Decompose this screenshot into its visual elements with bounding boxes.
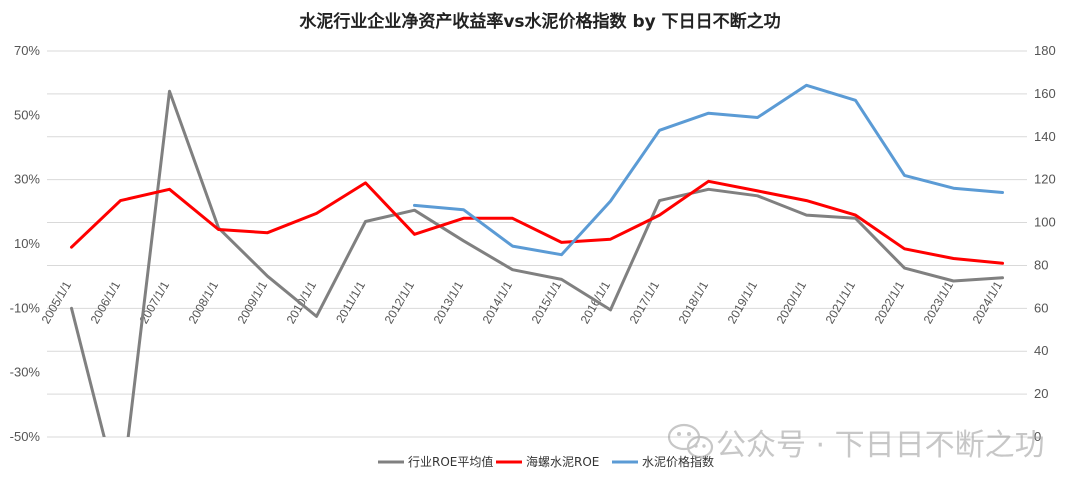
watermark: 公众号 · 下日日不断之功 <box>667 423 1045 463</box>
y-right-tick-label: 160 <box>1034 86 1056 101</box>
legend-label: 行业ROE平均值 <box>408 454 493 469</box>
x-tick-label: 2008/1/1 <box>186 278 222 326</box>
chart-title: 水泥行业企业净资产收益率vs水泥价格指数 by 下日日不断之功 <box>299 11 780 32</box>
y-left-tick-label: 70% <box>14 43 40 58</box>
y-right-tick-label: 80 <box>1034 257 1048 272</box>
y-axis-left: 70% 50% 30% 10% -10% -30% -50% <box>10 43 41 444</box>
y-axis-right: 180 160 140 120 100 80 60 40 20 0 <box>1034 43 1056 444</box>
x-tick-label: 2023/1/1 <box>921 278 957 326</box>
x-tick-label: 2014/1/1 <box>480 278 516 326</box>
x-tick-label: 2012/1/1 <box>382 278 418 326</box>
legend-label: 海螺水泥ROE <box>526 454 599 469</box>
y-right-tick-label: 20 <box>1034 386 1048 401</box>
y-left-tick-label: -50% <box>10 429 41 444</box>
y-right-tick-label: 180 <box>1034 43 1056 58</box>
x-tick-label: 2009/1/1 <box>235 278 271 326</box>
y-right-tick-label: 120 <box>1034 172 1056 187</box>
y-right-tick-label: 40 <box>1034 343 1048 358</box>
legend-label: 水泥价格指数 <box>642 454 714 469</box>
x-tick-label: 2022/1/1 <box>872 278 908 326</box>
y-right-tick-label: 100 <box>1034 215 1056 230</box>
y-right-tick-label: 0 <box>1034 429 1041 444</box>
y-left-tick-label: -30% <box>10 365 41 380</box>
x-tick-label: 2021/1/1 <box>823 278 859 326</box>
y-left-tick-label: 10% <box>14 236 40 251</box>
gridlines <box>47 50 1027 438</box>
watermark-text: 公众号 · 下日日不断之功 <box>716 428 1045 463</box>
y-left-tick-label: 30% <box>14 172 40 187</box>
x-axis: 2005/1/1 2006/1/1 2007/1/1 2008/1/1 2009/1/1… <box>39 278 1006 326</box>
x-tick-label: 2013/1/1 <box>431 278 467 326</box>
y-left-tick-label: 50% <box>14 107 40 122</box>
series-line <box>413 83 1004 257</box>
y-left-tick-label: -10% <box>10 300 41 315</box>
y-right-tick-label: 60 <box>1034 300 1048 315</box>
legend: 行业ROE平均值 海螺水泥ROE 水泥价格指数 <box>378 454 714 469</box>
wechat-icon <box>667 423 714 459</box>
x-tick-label: 2015/1/1 <box>529 278 565 326</box>
plot-area <box>70 83 1004 437</box>
series-line <box>70 89 1004 437</box>
x-tick-label: 2020/1/1 <box>774 278 810 326</box>
x-tick-label: 2017/1/1 <box>627 278 663 326</box>
series-line <box>70 179 1004 265</box>
x-tick-label: 2011/1/1 <box>333 278 368 325</box>
x-tick-label: 2024/1/1 <box>970 278 1006 326</box>
x-tick-label: 2006/1/1 <box>88 278 124 326</box>
x-tick-label: 2019/1/1 <box>725 278 761 326</box>
x-tick-label: 2018/1/1 <box>676 278 712 326</box>
y-right-tick-label: 140 <box>1034 129 1056 144</box>
x-tick-label: 2005/1/1 <box>39 278 75 326</box>
